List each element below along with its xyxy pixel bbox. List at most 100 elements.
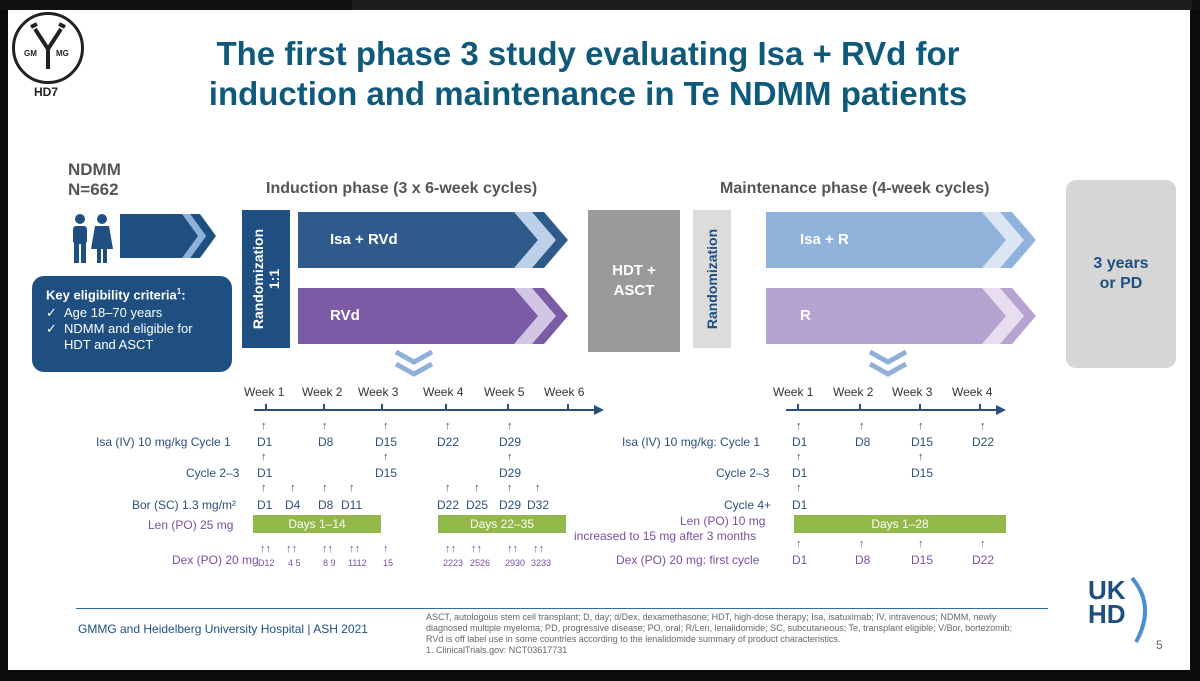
- chevrons-down-icon: [868, 350, 908, 377]
- footer-source: GMMG and Heidelberg University Hospital …: [78, 622, 368, 636]
- eligibility-item: ✓ NDMM and eligible for HDT and ASCT: [46, 321, 193, 353]
- dex-day: D1: [792, 553, 808, 567]
- dex-day: 2526: [470, 558, 491, 568]
- population-n: N=662: [68, 180, 119, 199]
- randomization-maintenance: Randomization: [693, 210, 731, 348]
- randomization-induction: Randomization 1:1: [242, 210, 290, 348]
- dose-day: D1: [257, 466, 273, 480]
- dex-day: 8 9: [323, 558, 336, 568]
- dex-day: D12: [258, 558, 275, 568]
- footer-notes: ASCT, autologous stem cell transplant; D…: [426, 612, 1013, 655]
- isa-maint-label: Isa (IV) 10 mg/kg: Cycle 1: [622, 435, 761, 449]
- dex-day: 3233: [531, 558, 552, 568]
- arm-rvd-arrow: [298, 288, 568, 344]
- dose-day: D22: [437, 498, 460, 512]
- dose-day: D29: [499, 466, 522, 480]
- dex-day: 15: [383, 558, 394, 568]
- week-label: Week 6: [544, 385, 585, 399]
- dose-day: D29: [499, 435, 522, 449]
- antibody-icon: [30, 22, 66, 69]
- week-label: Week 3: [892, 385, 933, 399]
- week-label: Week 1: [244, 385, 285, 399]
- dose-day: D22: [972, 435, 995, 449]
- chevrons-down-icon: [394, 350, 434, 377]
- dose-day: D8: [855, 435, 871, 449]
- logo-text-left: GM: [24, 49, 37, 58]
- eligibility-heading: Key eligibility criteria1:: [46, 287, 186, 303]
- dex-day: 4 5: [288, 558, 301, 568]
- top-bar: [0, 0, 1200, 10]
- maintenance-timeline-axis: [786, 404, 1006, 415]
- dex-day: 2223: [443, 558, 464, 568]
- eligibility-box: Key eligibility criteria1: ✓ Age 18–70 ye…: [32, 276, 232, 372]
- ukhd-swoosh-icon: [1130, 576, 1148, 643]
- dose-day: D15: [375, 435, 398, 449]
- check-icon: ✓: [46, 321, 57, 337]
- len-maint-label: Len (PO) 10 mg: [680, 514, 766, 528]
- population-arrow: [120, 214, 216, 258]
- gmmg-logo: GM MG: [12, 12, 84, 84]
- dose-day: D8: [318, 435, 334, 449]
- len-maint-note: increased to 15 mg after 3 months: [574, 529, 757, 543]
- arm-isa-r-arrow: [766, 212, 1036, 268]
- len-days-bar: Days 22–35: [438, 515, 566, 533]
- dose-day: D15: [911, 466, 934, 480]
- population: NDMM N=662: [68, 160, 121, 200]
- patients-icon: [73, 214, 113, 263]
- slide: GM MG HD7 The first phase 3 study evalua…: [8, 10, 1190, 670]
- title-line-1: The first phase 3 study evaluating Isa +…: [216, 35, 960, 72]
- population-label: NDMM: [68, 160, 121, 179]
- arm-isa-r-label: Isa + R: [800, 231, 849, 248]
- len-days-bar: Days 1–14: [253, 515, 381, 533]
- dose-day: D1: [792, 435, 808, 449]
- dex-day: 1112: [348, 558, 367, 568]
- maintenance-phase-header: Maintenance phase (4-week cycles): [720, 180, 990, 197]
- logo-text-right: MG: [56, 49, 69, 58]
- dex-label: Dex (PO) 20 mg: [172, 553, 259, 567]
- induction-phase-header: Induction phase (3 x 6-week cycles): [266, 180, 538, 197]
- week-label: Week 1: [773, 385, 814, 399]
- dose-day: D29: [499, 498, 522, 512]
- week-label: Week 5: [484, 385, 525, 399]
- dose-day: D1: [792, 498, 808, 512]
- dose-day: D15: [375, 466, 398, 480]
- isa-cycle1-label: Isa (IV) 10 mg/kg Cycle 1: [96, 435, 231, 449]
- len-days-bar: Days 1–28: [794, 515, 1006, 533]
- dose-day: D11: [341, 498, 363, 512]
- week-label: Week 2: [302, 385, 343, 399]
- dose-day: D1: [257, 498, 273, 512]
- arm-r-label: R: [800, 307, 811, 324]
- week-label: Week 2: [833, 385, 874, 399]
- ukhd-logo: UK HD: [1088, 575, 1126, 629]
- arm-r-arrow: [766, 288, 1036, 344]
- induction-timeline-axis: [254, 404, 604, 415]
- dose-day: D4: [285, 498, 301, 512]
- footer-rule: [76, 608, 1048, 609]
- arm-isa-rvd-arrow: [298, 212, 568, 268]
- week-label: Week 4: [423, 385, 464, 399]
- title-line-2: induction and maintenance in Te NDMM pat…: [208, 75, 968, 112]
- dose-day: D15: [911, 435, 934, 449]
- dose-day: D32: [527, 498, 550, 512]
- end-point-box: 3 years or PD: [1066, 180, 1176, 368]
- bor-label: Bor (SC) 1.3 mg/m²: [132, 498, 237, 512]
- dose-day: D25: [466, 498, 489, 512]
- dex-day: 2930: [505, 558, 526, 568]
- dose-day: D1: [257, 435, 273, 449]
- check-icon: ✓: [46, 305, 57, 321]
- slide-title: The first phase 3 study evaluating Isa +…: [98, 34, 1078, 114]
- dex-day: D15: [911, 553, 934, 567]
- eligibility-item: ✓ Age 18–70 years: [46, 305, 163, 321]
- hdt-asct-box: HDT + ASCT: [588, 210, 680, 352]
- dose-day: D8: [318, 498, 334, 512]
- dex-day: D22: [972, 553, 995, 567]
- logo-code: HD7: [34, 85, 59, 99]
- cycle23-label: Cycle 2–3: [716, 466, 770, 480]
- page-number: 5: [1156, 638, 1163, 652]
- top-bar-segment: [352, 0, 1192, 10]
- cycle4-label: Cycle 4+: [724, 498, 772, 512]
- dose-day: D1: [792, 466, 808, 480]
- len-label: Len (PO) 25 mg: [148, 518, 234, 532]
- week-label: Week 4: [952, 385, 993, 399]
- arm-rvd-label: RVd: [330, 307, 360, 324]
